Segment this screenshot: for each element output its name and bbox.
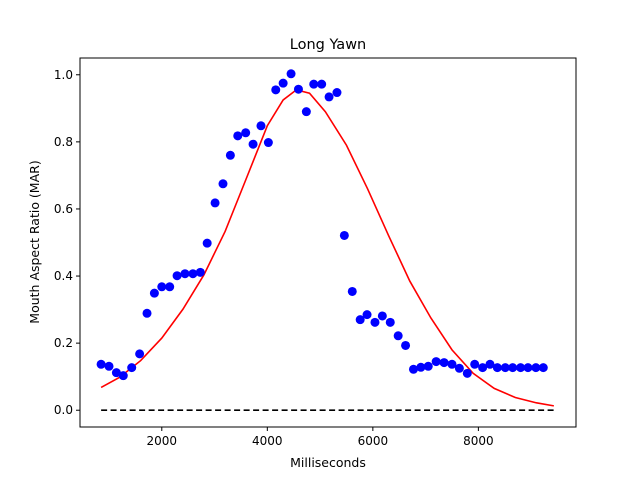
data-point: [172, 271, 182, 281]
y-tick-label: 1.0: [54, 68, 73, 82]
plot-area: [80, 58, 576, 427]
data-point: [202, 238, 212, 248]
data-point: [248, 139, 258, 149]
data-point: [416, 362, 426, 372]
data-point: [347, 286, 357, 296]
data-point: [362, 310, 372, 320]
data-point: [500, 363, 510, 373]
data-point: [293, 84, 303, 94]
data-point: [485, 359, 495, 369]
data-point: [523, 363, 533, 373]
data-point: [271, 85, 281, 95]
data-point: [195, 267, 205, 277]
y-tick-label: 0.4: [54, 269, 73, 283]
data-point: [478, 363, 488, 373]
data-point: [454, 363, 464, 373]
x-tick-label: 2000: [147, 434, 178, 448]
data-point: [165, 282, 175, 292]
x-tick-label: 6000: [358, 434, 389, 448]
data-point: [324, 92, 334, 102]
y-tick-label: 0.6: [54, 202, 73, 216]
data-point: [263, 138, 273, 148]
x-axis-ticks: 2000 4000 6000 8000: [147, 427, 494, 448]
fit-curve: [100, 88, 554, 407]
data-point: [157, 282, 167, 292]
chart-title: Long Yawn: [290, 37, 367, 53]
data-point: [301, 107, 311, 117]
series-layer: [96, 69, 554, 412]
data-point: [339, 230, 349, 240]
data-point: [96, 359, 106, 369]
data-point: [431, 357, 441, 367]
data-point: [355, 315, 365, 325]
data-point: [188, 269, 198, 279]
y-axis-label: Mouth Aspect Ratio (MAR): [27, 160, 42, 323]
data-point: [470, 359, 480, 369]
x-tick-label: 8000: [463, 434, 494, 448]
data-point: [393, 331, 403, 341]
data-point: [462, 368, 472, 378]
data-point: [401, 340, 411, 350]
data-point: [118, 371, 128, 381]
data-point: [241, 128, 251, 138]
data-point: [332, 88, 342, 98]
data-point: [317, 79, 327, 89]
data-point: [516, 363, 526, 373]
data-point: [278, 78, 288, 88]
data-point: [309, 79, 319, 89]
data-point: [408, 364, 418, 374]
data-point: [180, 269, 190, 279]
data-point: [370, 317, 380, 327]
data-point: [439, 358, 449, 368]
data-point: [104, 361, 114, 371]
y-tick-label: 0.8: [54, 135, 73, 149]
data-point: [225, 150, 235, 160]
data-point: [447, 359, 457, 369]
data-point: [135, 349, 145, 359]
data-point: [111, 368, 121, 378]
data-point: [423, 361, 433, 371]
data-point: [508, 363, 518, 373]
data-point: [377, 311, 387, 321]
data-point: [538, 363, 548, 373]
data-point: [142, 308, 152, 318]
data-point: [385, 317, 395, 327]
data-point: [256, 121, 266, 131]
y-tick-label: 0.2: [54, 336, 73, 350]
data-point: [286, 69, 296, 79]
data-point: [233, 131, 243, 141]
plot-frame: [79, 57, 577, 428]
data-point: [210, 198, 220, 208]
data-point: [531, 363, 541, 373]
data-point: [149, 288, 159, 298]
x-tick-label: 4000: [252, 434, 283, 448]
y-tick-label: 0.0: [54, 403, 73, 417]
y-axis-ticks: 0.0 0.2 0.4 0.6 0.8 1.0: [54, 68, 80, 417]
data-point: [492, 363, 502, 373]
x-axis-label: Milliseconds: [290, 455, 366, 470]
data-point: [218, 179, 228, 189]
data-point: [127, 363, 137, 373]
